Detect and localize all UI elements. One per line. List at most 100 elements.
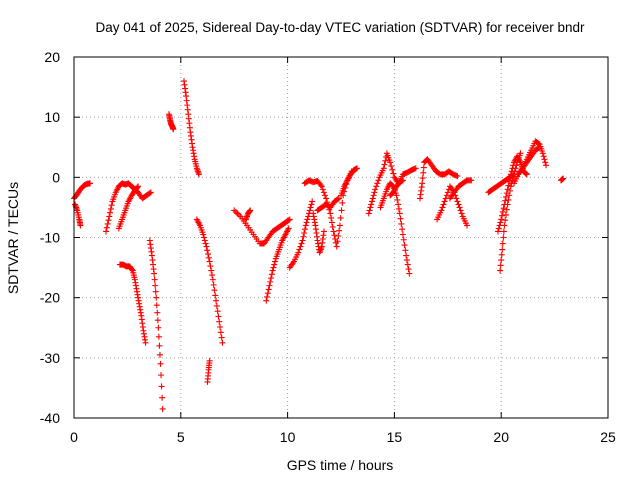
- series-arc-18: [338, 165, 361, 199]
- data-point: [301, 226, 308, 233]
- series-arc-21: [387, 177, 406, 199]
- data-point: [304, 216, 311, 223]
- data-point: [368, 201, 375, 208]
- data-point: [297, 243, 304, 250]
- series-arc-13: [263, 225, 292, 304]
- data-point: [105, 217, 112, 224]
- data-point: [503, 206, 510, 213]
- data-point: [334, 238, 341, 245]
- data-point: [535, 145, 542, 152]
- data-point: [206, 357, 213, 364]
- data-point: [333, 243, 340, 250]
- data-point: [541, 156, 548, 163]
- data-point: [146, 190, 153, 197]
- data-point: [201, 237, 208, 244]
- data-point: [506, 192, 513, 199]
- data-point: [269, 267, 276, 274]
- data-point: [419, 180, 426, 187]
- data-point: [108, 202, 115, 209]
- data-point: [542, 159, 549, 166]
- data-point: [303, 219, 310, 226]
- data-point: [170, 126, 177, 133]
- data-point: [307, 204, 314, 211]
- data-point: [156, 351, 163, 358]
- data-point: [381, 161, 388, 168]
- plot-frame: [73, 56, 609, 419]
- series-arc-29: [515, 144, 543, 178]
- data-point: [208, 267, 215, 274]
- series-arc-02: [72, 201, 84, 229]
- data-point: [458, 210, 465, 217]
- data-point: [270, 264, 277, 271]
- data-point: [366, 207, 373, 214]
- data-point: [271, 261, 278, 268]
- data-point: [536, 144, 543, 151]
- data-point: [159, 394, 166, 401]
- data-point: [401, 242, 408, 249]
- data-point: [327, 210, 334, 217]
- data-point: [330, 228, 337, 235]
- data-point: [517, 150, 524, 157]
- data-point: [388, 163, 395, 170]
- data-point: [216, 318, 223, 325]
- data-point: [336, 227, 343, 234]
- data-point: [399, 177, 406, 184]
- data-point: [441, 198, 448, 205]
- data-point: [498, 257, 505, 264]
- data-point: [203, 243, 210, 250]
- data-point: [354, 165, 361, 172]
- data-point: [157, 360, 164, 367]
- data-point: [320, 228, 327, 235]
- data-point: [147, 189, 154, 196]
- data-point: [107, 209, 114, 216]
- data-point: [301, 229, 308, 236]
- data-point: [502, 217, 509, 224]
- data-point: [321, 192, 328, 199]
- data-point: [200, 231, 207, 238]
- data-point: [393, 192, 400, 199]
- data-point: [373, 183, 380, 190]
- data-point: [142, 339, 149, 346]
- data-point: [511, 168, 518, 175]
- data-point: [87, 180, 94, 187]
- data-point: [453, 195, 460, 202]
- data-point: [412, 165, 419, 172]
- data-point: [497, 267, 504, 274]
- data-point: [205, 254, 212, 261]
- data-point: [380, 165, 387, 172]
- series-arc-19: [365, 150, 419, 217]
- data-point: [500, 205, 507, 212]
- data-point: [209, 276, 216, 283]
- data-point: [374, 180, 381, 187]
- data-point: [454, 198, 461, 205]
- data-point: [399, 226, 406, 233]
- data-point: [560, 175, 567, 182]
- data-point: [540, 153, 547, 160]
- data-point: [498, 251, 505, 258]
- data-point: [155, 324, 162, 331]
- data-point: [334, 196, 341, 203]
- data-point: [103, 228, 110, 235]
- data-point: [331, 232, 338, 239]
- data-point: [503, 211, 510, 218]
- data-point: [507, 187, 514, 194]
- data-point: [390, 170, 397, 177]
- data-points: [71, 78, 567, 412]
- x-tick-label: 0: [70, 429, 78, 445]
- series-arc-20: [377, 180, 413, 277]
- data-point: [371, 189, 378, 196]
- data-point: [539, 150, 546, 157]
- data-point: [318, 183, 325, 190]
- data-point: [400, 236, 407, 243]
- data-point: [372, 186, 379, 193]
- data-point: [504, 201, 511, 208]
- y-tick-label: 20: [44, 49, 60, 65]
- data-point: [268, 275, 275, 282]
- series-arc-24: [446, 177, 475, 202]
- data-point: [523, 170, 530, 177]
- series-arc-04: [115, 183, 142, 232]
- data-point: [306, 207, 313, 214]
- data-point: [135, 183, 142, 190]
- y-tick-label: -40: [40, 410, 60, 426]
